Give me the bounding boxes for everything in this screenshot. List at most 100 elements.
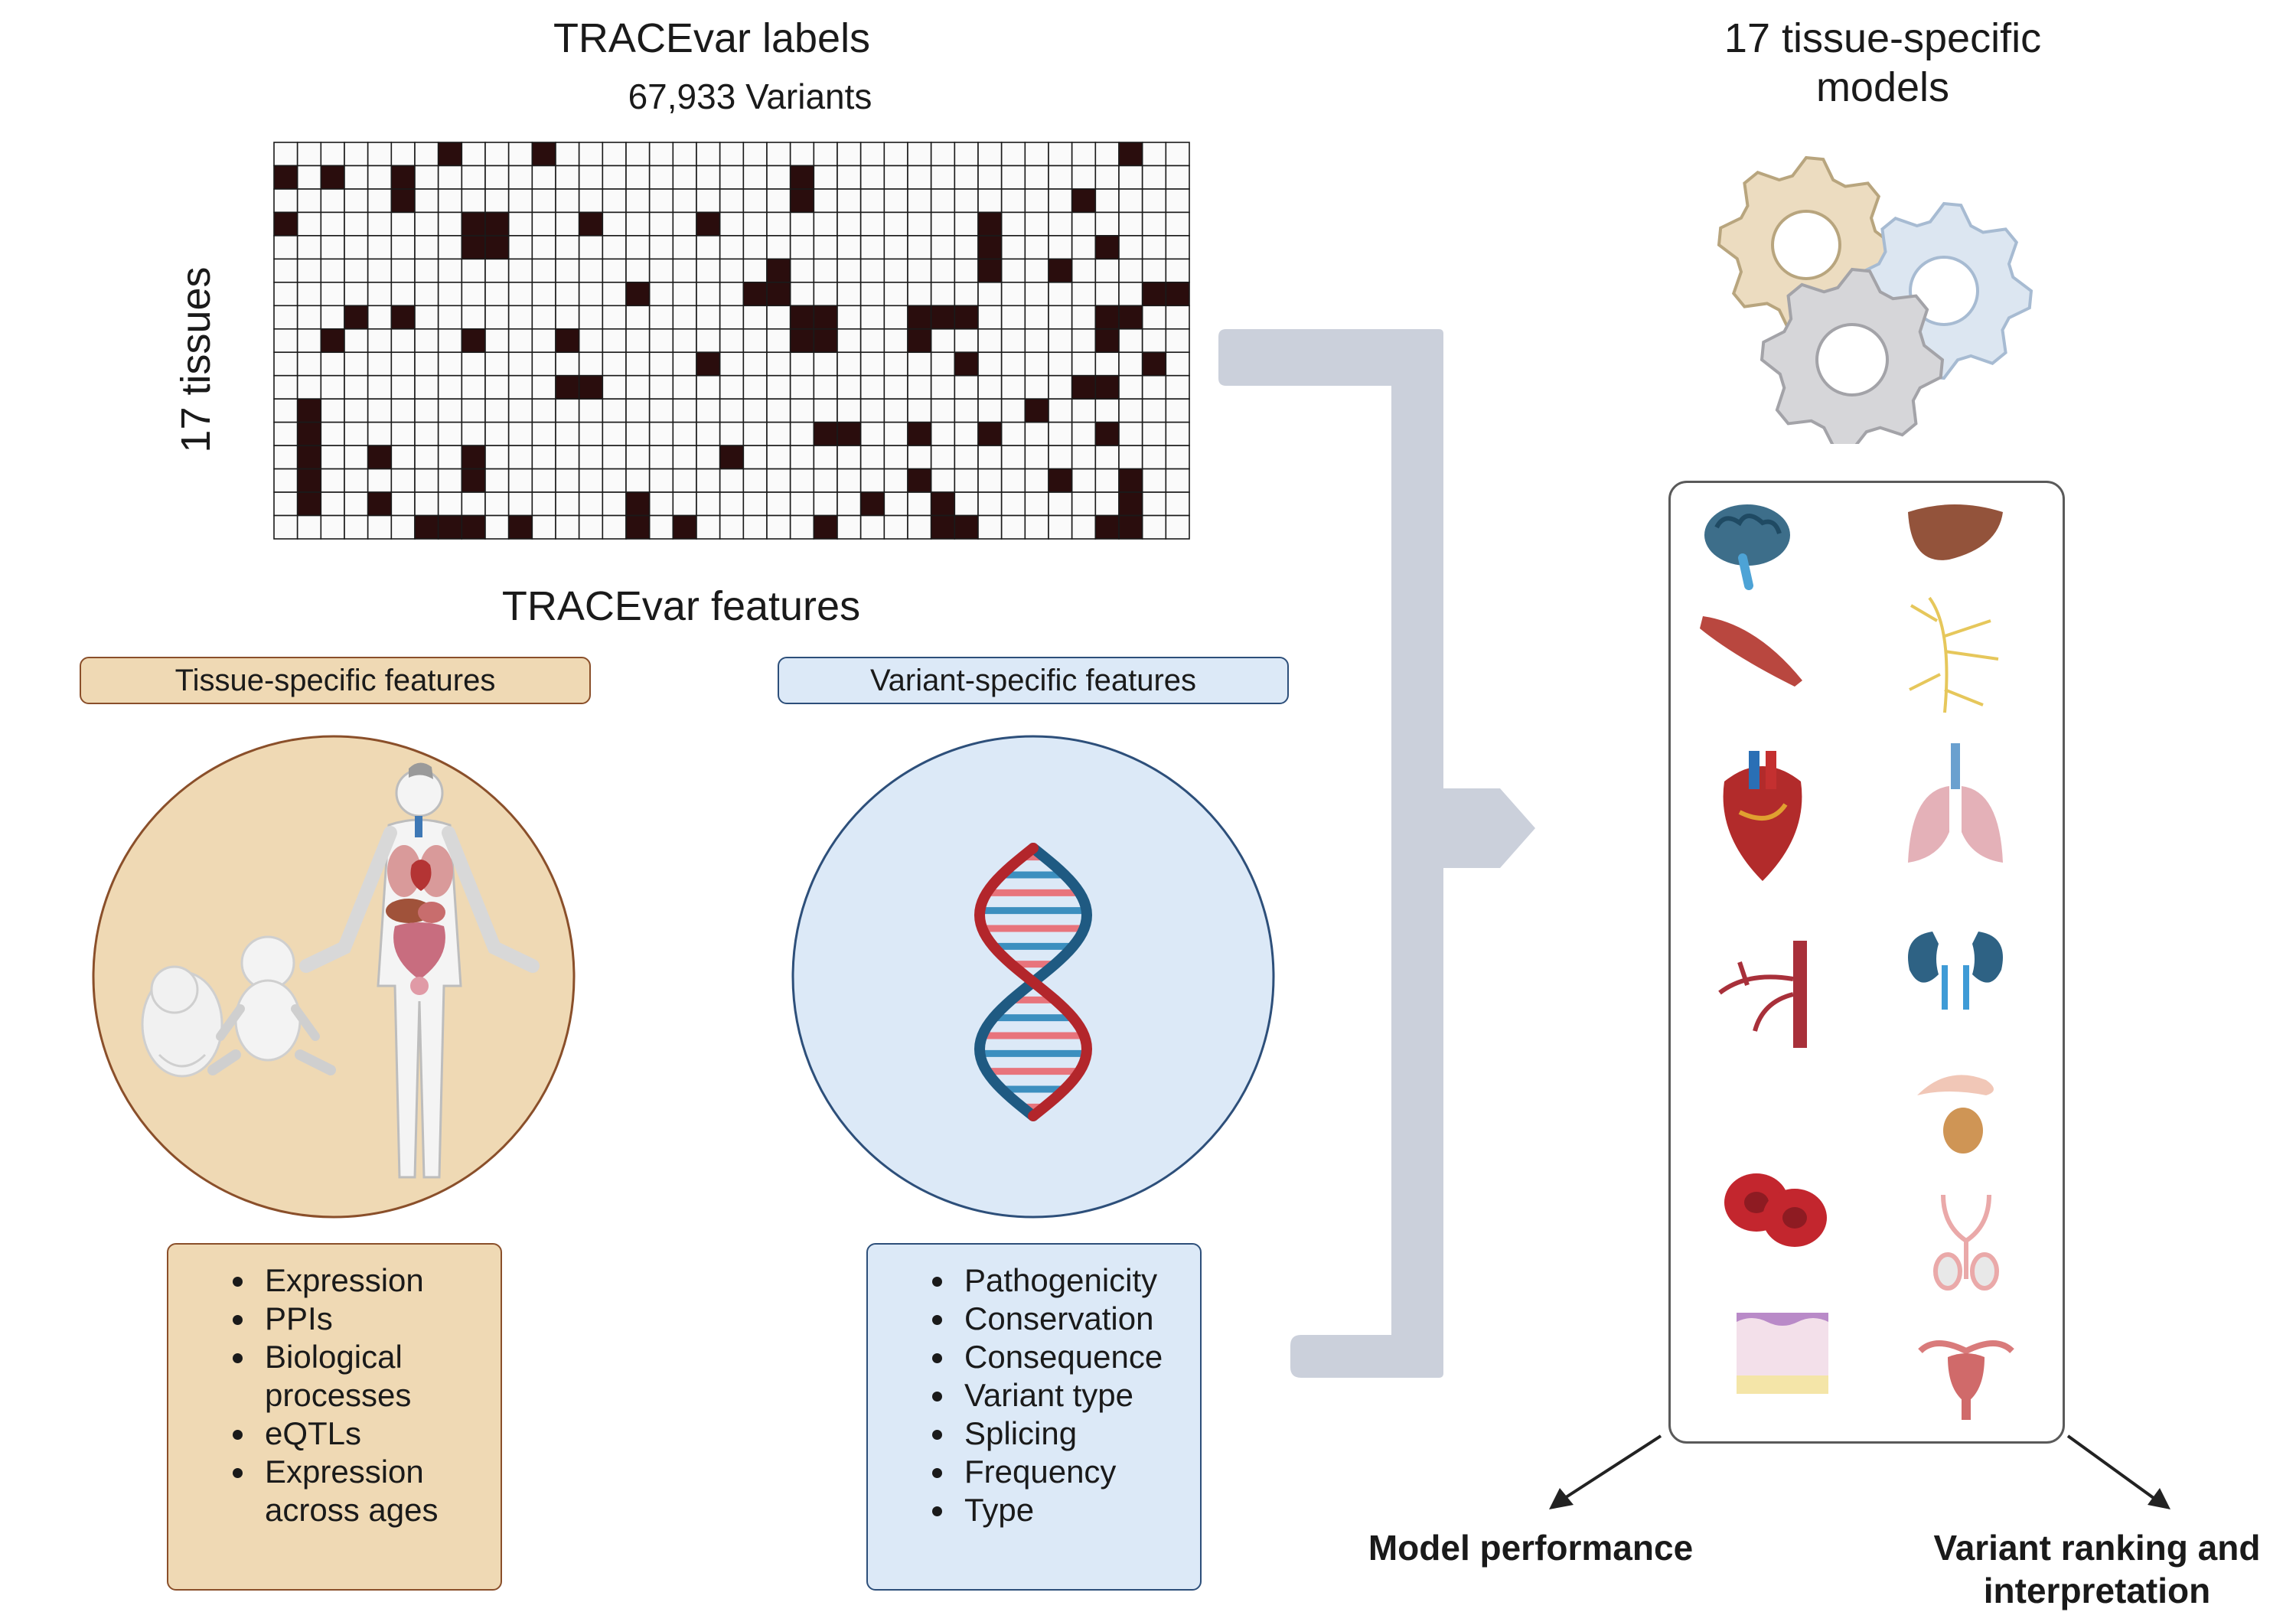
matrix-cell-empty [813, 351, 838, 377]
matrix-cell-filled [789, 305, 815, 330]
matrix-cell-filled [954, 514, 979, 540]
matrix-cell-empty [414, 445, 439, 470]
matrix-cell-empty [1071, 491, 1097, 517]
matrix-cell-empty [859, 328, 885, 354]
matrix-cell-empty [719, 351, 745, 377]
matrix-cell-empty [672, 374, 697, 400]
matrix-cell-empty [461, 351, 486, 377]
matrix-cell-empty [531, 211, 556, 237]
matrix-cell-empty [1118, 165, 1143, 190]
matrix-cell-empty [461, 282, 486, 307]
matrix-cell-empty [813, 142, 838, 167]
matrix-cell-empty [930, 142, 956, 167]
matrix-cell-empty [954, 328, 979, 354]
matrix-cell-empty [1024, 235, 1049, 260]
matrix-cell-empty [1118, 235, 1143, 260]
matrix-cell-empty [1000, 258, 1026, 283]
muscle-icon [1700, 616, 1802, 687]
matrix-cell-empty [602, 282, 627, 307]
matrix-cell-empty [696, 398, 721, 423]
matrix-cell-empty [696, 305, 721, 330]
matrix-cell-empty [1024, 421, 1049, 446]
matrix-cell-empty [930, 258, 956, 283]
matrix-cell-empty [907, 165, 932, 190]
matrix-cell-empty [273, 445, 298, 470]
matrix-cell-empty [766, 142, 791, 167]
matrix-cell-empty [1118, 258, 1143, 283]
matrix-cell-empty [1165, 468, 1190, 493]
matrix-cell-empty [907, 398, 932, 423]
matrix-cell-empty [1165, 235, 1190, 260]
matrix-cell-empty [1118, 445, 1143, 470]
matrix-cell-empty [766, 305, 791, 330]
matrix-cell-empty [930, 328, 956, 354]
matrix-cell-empty [719, 421, 745, 446]
matrix-cell-empty [273, 188, 298, 214]
matrix-cell-empty [390, 235, 416, 260]
matrix-cell-empty [1048, 188, 1073, 214]
matrix-cell-empty [742, 421, 768, 446]
matrix-cell-empty [555, 351, 580, 377]
matrix-cell-empty [367, 374, 393, 400]
matrix-cell-filled [789, 328, 815, 354]
matrix-cell-empty [859, 165, 885, 190]
matrix-cell-empty [414, 374, 439, 400]
matrix-cell-empty [813, 165, 838, 190]
matrix-cell-filled [344, 305, 369, 330]
matrix-cell-filled [578, 211, 604, 237]
uterus-icon [1918, 1340, 2014, 1420]
matrix-cell-empty [883, 421, 908, 446]
matrix-cell-empty [625, 305, 651, 330]
matrix-cell-empty [296, 328, 322, 354]
matrix-cell-empty [719, 374, 745, 400]
matrix-cell-empty [954, 398, 979, 423]
matrix-cell-empty [531, 398, 556, 423]
matrix-cell-empty [672, 398, 697, 423]
matrix-cell-empty [625, 374, 651, 400]
matrix-cell-empty [414, 468, 439, 493]
matrix-cell-empty [1024, 491, 1049, 517]
matrix-cell-empty [954, 211, 979, 237]
matrix-cell-empty [742, 258, 768, 283]
matrix-cell-empty [1000, 421, 1026, 446]
matrix-cell-empty [907, 188, 932, 214]
matrix-cell-empty [484, 258, 510, 283]
matrix-cell-empty [507, 188, 533, 214]
matrix-cell-empty [648, 235, 674, 260]
baby-icon [207, 935, 336, 1075]
matrix-cell-empty [273, 142, 298, 167]
matrix-cell-empty [837, 282, 862, 307]
matrix-cell-empty [484, 165, 510, 190]
matrix-cell-empty [320, 421, 345, 446]
matrix-cell-empty [578, 351, 604, 377]
matrix-cell-empty [507, 328, 533, 354]
matrix-cell-empty [625, 165, 651, 190]
matrix-cell-empty [390, 211, 416, 237]
matrix-cell-empty [719, 468, 745, 493]
matrix-cell-empty [907, 351, 932, 377]
matrix-cell-empty [555, 514, 580, 540]
matrix-cell-empty [954, 258, 979, 283]
matrix-cell-empty [484, 374, 510, 400]
matrix-cell-empty [414, 305, 439, 330]
matrix-cell-empty [602, 165, 627, 190]
fetus-icon [141, 965, 223, 1078]
matrix-cell-filled [813, 514, 838, 540]
matrix-cell-filled [930, 305, 956, 330]
matrix-cell-empty [344, 351, 369, 377]
matrix-cell-empty [578, 235, 604, 260]
matrix-cell-empty [531, 491, 556, 517]
matrix-cell-empty [719, 211, 745, 237]
matrix-cell-empty [602, 188, 627, 214]
matrix-cell-empty [766, 211, 791, 237]
matrix-cell-empty [273, 398, 298, 423]
matrix-cell-empty [437, 282, 463, 307]
matrix-cell-filled [789, 165, 815, 190]
matrix-cell-empty [507, 468, 533, 493]
matrix-cell-empty [1141, 211, 1167, 237]
matrix-cell-empty [273, 351, 298, 377]
matrix-cell-empty [602, 491, 627, 517]
matrix-cell-empty [273, 305, 298, 330]
matrix-cell-filled [766, 258, 791, 283]
matrix-cell-empty [437, 235, 463, 260]
